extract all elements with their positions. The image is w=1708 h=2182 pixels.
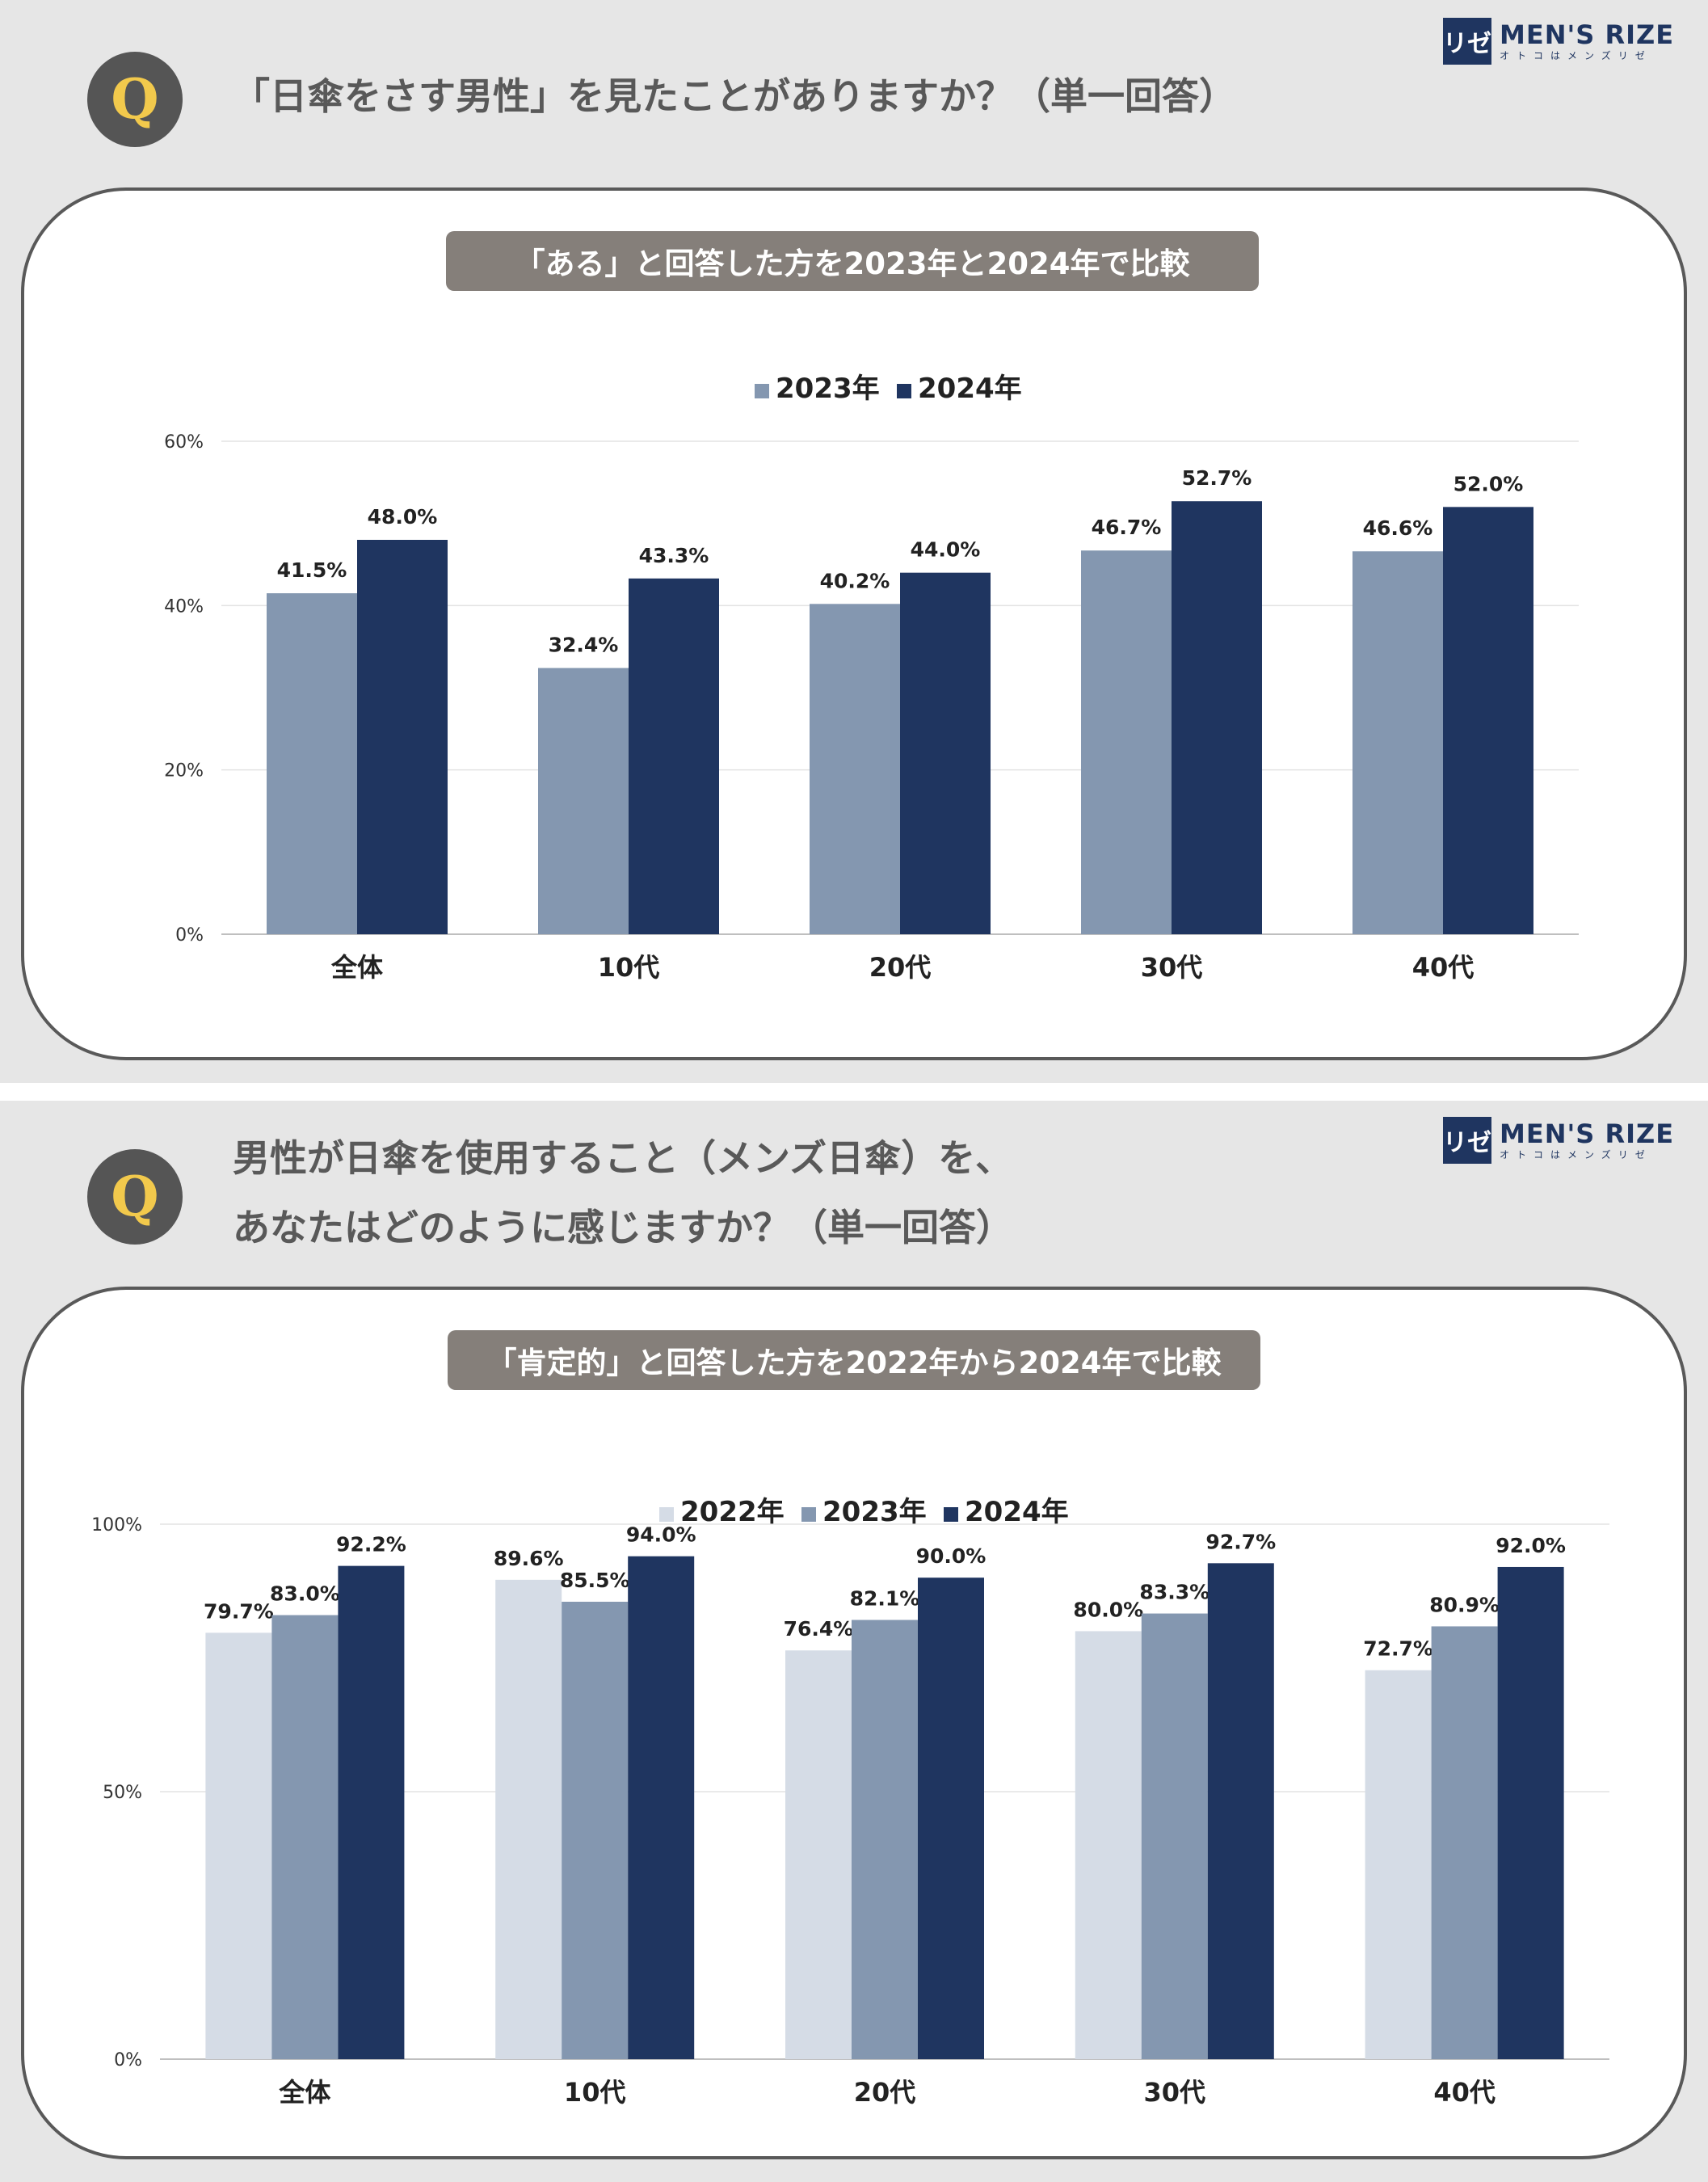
bar [1497,1566,1564,2059]
brand-logo-mark: リゼ [1443,1117,1491,1164]
data-label: 40.2% [820,569,890,592]
data-label: 90.0% [916,1544,987,1568]
y-tick-label: 60% [164,432,204,453]
survey-panel-1: Q 「日傘をさす男性」を見たことがありますか？（単一回答） リゼ MEN'S R… [0,0,1708,1083]
bar [271,1615,339,2059]
data-label: 48.0% [368,505,438,529]
data-label: 94.0% [626,1523,696,1547]
data-label: 80.0% [1073,1598,1143,1621]
data-label: 76.4% [784,1617,854,1641]
bar [495,1579,562,2059]
question-badge: Q [87,1149,183,1245]
chart-subtitle: 「肯定的」と回答した方を2022年から2024年で比較 [448,1330,1260,1390]
x-category-label: 40代 [1433,2077,1496,2108]
data-label: 32.4% [549,634,619,657]
brand-tagline: オトコはメンズリゼ [1500,50,1652,61]
data-label: 46.7% [1092,516,1162,539]
y-tick-label: 0% [175,925,204,946]
legend-label: 2023年 [776,373,880,405]
bar [1081,550,1172,934]
bar [1141,1613,1208,2059]
brand-logo: リゼ MEN'S RIZE オトコはメンズリゼ [1443,18,1674,65]
data-label: 92.2% [336,1533,406,1556]
bar [1075,1631,1142,2059]
data-label: 80.9% [1429,1593,1500,1616]
bar [1443,507,1533,934]
x-category-label: 30代 [1144,2077,1206,2108]
data-label: 43.3% [639,544,709,567]
data-label: 83.3% [1139,1581,1209,1604]
data-label: 85.5% [560,1569,630,1592]
brand-logo: リゼ MEN'S RIZE オトコはメンズリゼ [1443,1117,1674,1164]
bar [900,572,991,934]
legend-label: 2024年 [918,373,1022,405]
bar [1172,501,1262,934]
bar [267,593,357,934]
brand-name: MEN'S RIZE [1500,1118,1675,1149]
y-tick-label: 0% [114,2050,142,2070]
legend-label: 2022年 [680,1496,785,1528]
data-label: 79.7% [204,1599,274,1623]
question-text-line-2: あなたはどのように感じますか？（単一回答） [233,1206,1013,1249]
survey-panel-2: Q 男性が日傘を使用すること（メンズ日傘）を、 あなたはどのように感じますか？（… [0,1101,1708,2182]
question-text-line-1: 男性が日傘を使用すること（メンズ日傘）を、 [233,1136,1013,1180]
legend-swatch [659,1507,674,1522]
x-category-label: 10代 [564,2077,626,2108]
data-label: 92.0% [1496,1534,1566,1557]
legend-label: 2024年 [965,1496,1069,1528]
bar [1431,1626,1498,2059]
y-tick-label: 50% [103,1783,142,1803]
bar [538,668,629,934]
bar-chart-2: 0% 50% 100% 2022年 2023年 2024年 79.7%83.0% 92.2% 全… [91,1496,1609,2108]
question-text: 「日傘をさす男性」を見たことがありますか？（単一回答） [233,74,1236,118]
x-category-label: 40代 [1412,952,1475,983]
legend-label: 2023年 [822,1496,927,1528]
data-label: 82.1% [850,1586,920,1610]
data-label: 83.0% [270,1582,340,1606]
question-badge: Q [87,52,183,147]
bar [562,1601,629,2059]
x-category-label: 20代 [854,2077,916,2108]
bar [852,1620,918,2059]
bar [810,604,900,934]
brand-logo-mark: リゼ [1443,18,1491,65]
x-category-label: 10代 [598,952,660,983]
legend-swatch [944,1507,958,1522]
legend-swatch [897,384,911,398]
x-category-label: 全体 [278,2077,330,2108]
data-label: 41.5% [277,558,347,582]
bar-chart-1: 0% 20% 40% 60% 2023年 2024年 41.5% 48.0% 全体 32.4% 43… [164,373,1579,983]
bar [1353,551,1443,934]
legend-swatch [801,1507,816,1522]
x-category-label: 30代 [1141,952,1203,983]
bar [785,1650,852,2059]
y-tick-label: 20% [164,761,204,781]
data-label: 46.6% [1363,516,1433,540]
bar [918,1578,984,2059]
bar [1365,1670,1432,2059]
bar [357,540,448,934]
brand-tagline: オトコはメンズリゼ [1500,1149,1652,1161]
data-label: 89.6% [494,1547,564,1570]
data-label: 44.0% [911,538,981,562]
y-tick-label: 100% [91,1515,142,1535]
bar [1207,1563,1274,2059]
data-label: 72.7% [1363,1637,1433,1661]
chart-card-1: 「ある」と回答した方を2023年と2024年で比較 0% 20% 40% 60% 202… [21,187,1687,1060]
y-tick-label: 40% [164,596,204,617]
bar [628,1556,695,2059]
brand-name: MEN'S RIZE [1500,19,1675,50]
x-category-label: 全体 [330,952,383,983]
data-label: 52.0% [1453,472,1524,495]
chart-card-2: 「肯定的」と回答した方を2022年から2024年で比較 0% 50% 100% 202… [21,1287,1687,2159]
bar [629,578,719,934]
data-label: 52.7% [1182,466,1252,490]
bar [205,1632,272,2059]
chart-subtitle: 「ある」と回答した方を2023年と2024年で比較 [446,231,1259,291]
bar [338,1565,405,2059]
legend-swatch [755,384,769,398]
x-category-label: 20代 [869,952,932,983]
data-label: 92.7% [1205,1530,1276,1553]
